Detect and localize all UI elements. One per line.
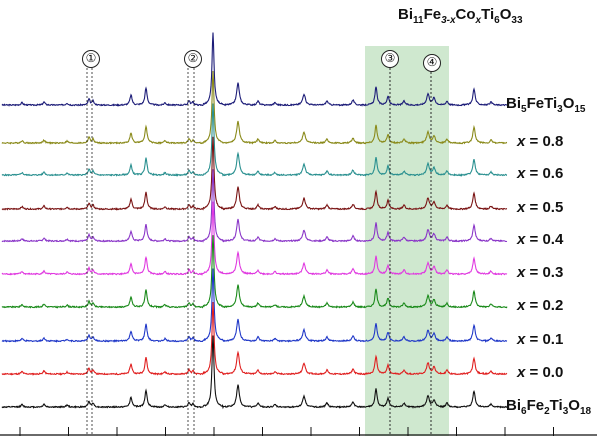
series-line — [1, 103, 508, 177]
series-line — [1, 301, 508, 376]
peak-marker-1: ① — [82, 50, 100, 68]
series-line — [1, 335, 508, 410]
series-label: x = 0.1 — [517, 331, 564, 348]
series-line — [1, 70, 508, 145]
series-label: x = 0.6 — [517, 165, 564, 182]
series-line — [1, 201, 508, 276]
series-label: x = 0.0 — [517, 364, 564, 381]
series-label: x = 0.2 — [517, 297, 564, 314]
series-label: x = 0.5 — [517, 199, 564, 216]
peak-marker-3: ③ — [381, 50, 399, 68]
series-label: Bi5FeTi3O15 — [506, 95, 586, 115]
series-line — [1, 136, 508, 211]
series-label: x = 0.4 — [517, 231, 564, 248]
series-line — [1, 268, 508, 343]
series-label: x = 0.8 — [517, 133, 564, 150]
series-line — [1, 32, 508, 107]
peak-marker-2: ② — [184, 50, 202, 68]
series-label: x = 0.3 — [517, 264, 564, 281]
series-label: Bi6Fe2Ti3O18 — [506, 397, 592, 417]
series-line — [1, 169, 508, 243]
peak-marker-4: ④ — [423, 54, 441, 72]
series-line — [1, 235, 508, 309]
chart-title: Bi11Fe3-xCoxTi6O33 — [398, 6, 523, 26]
